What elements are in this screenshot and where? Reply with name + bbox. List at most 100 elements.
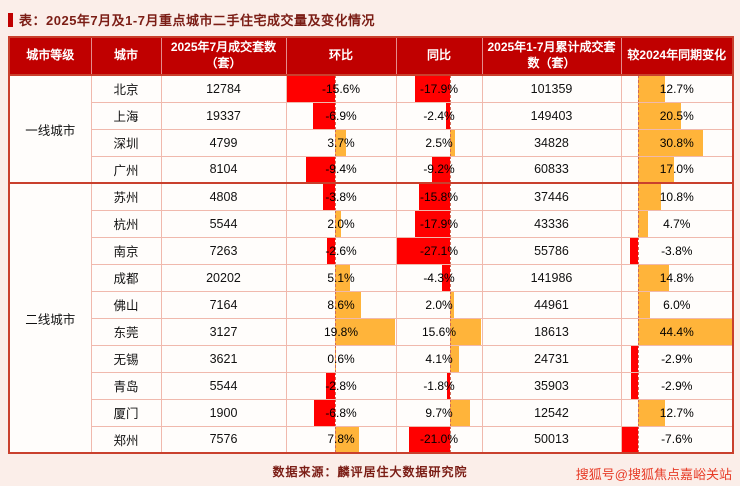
negative-bar [396,237,451,264]
cumulative-volume-cell: 44961 [481,290,622,319]
mom-value: 3.7% [327,135,355,150]
mom-value: -15.6% [321,81,361,96]
bar-axis [637,156,639,182]
july-volume-cell: 12784 [160,74,287,103]
mom-value: 2.0% [327,216,355,231]
positive-bar [334,318,396,345]
header-row: 城市等级 城市 2025年7月成交套数（套） 环比 同比 2025年1-7月累计… [9,37,733,75]
housing-transactions-table: 城市等级 城市 2025年7月成交套数（套） 环比 同比 2025年1-7月累计… [8,36,734,454]
cumulative-volume-cell: 12542 [481,398,622,427]
bar-axis [334,345,336,372]
yoy-value: -27.1% [419,243,459,258]
table-row: 厦门 1900 -6.8% 9.7% 12542 12.7% [9,398,734,427]
header-city-tier: 城市等级 [9,37,91,75]
yoy-value: -4.3% [423,270,455,285]
change-cell: -7.6% [620,425,734,454]
table-row: 佛山 7164 8.6% 2.0% 44961 6.0% [9,290,734,319]
mom-cell: 8.6% [285,290,397,319]
positive-bar [637,102,682,129]
change-value: 4.7% [663,216,691,231]
change-bar-wrap: 12.7% [622,76,733,102]
positive-bar [334,291,361,318]
bar-axis [637,102,639,129]
yoy-value: 9.7% [425,405,453,420]
bar-axis [334,264,336,291]
mom-cell: -9.4% [285,155,397,184]
july-volume-cell: 3621 [160,344,287,373]
bar-axis [450,345,452,372]
yoy-cell: -1.8% [395,371,483,400]
yoy-bar-wrap: 2.5% [397,129,482,156]
yoy-value: 15.6% [421,324,457,339]
positive-bar [334,426,359,452]
bar-axis [334,318,336,345]
yoy-bar-wrap: 15.6% [397,318,482,345]
bar-axis [637,237,639,264]
mom-bar-wrap: -2.6% [287,237,396,264]
positive-bar [637,210,648,237]
yoy-value: -17.9% [419,216,459,231]
july-volume-cell: 3127 [160,317,287,346]
table-row: 青岛 5544 -2.8% -1.8% 35903 -2.9% [9,371,734,400]
cumulative-volume-cell: 37446 [481,182,622,211]
mom-cell: -6.8% [285,398,397,427]
bar-axis [637,210,639,237]
bar-axis [637,345,639,372]
negative-bar [326,237,335,264]
header-yoy: 同比 [395,37,482,75]
city-cell: 无锡 [90,344,162,373]
negative-bar [286,76,335,102]
city-cell: 北京 [90,74,162,103]
cumulative-volume-cell: 35903 [481,371,622,400]
change-cell: 10.8% [620,182,734,211]
header-mom: 环比 [285,37,396,75]
yoy-value: -2.4% [423,108,455,123]
bar-axis [450,76,452,102]
july-volume-cell: 19337 [160,101,287,130]
negative-bar [441,264,451,291]
change-value: -2.9% [661,378,693,393]
table-row: 深圳 4799 3.7% 2.5% 34828 30.8% [9,128,734,157]
bar-axis [450,318,452,345]
negative-bar [408,426,451,452]
mom-value: -2.6% [325,243,357,258]
positive-bar [637,291,651,318]
bar-axis [334,237,336,264]
table-body: 一线城市 北京 12784 -15.6% -17.9% 101359 12.7% 上海 1933… [8,74,734,454]
change-value: -2.9% [661,351,693,366]
change-bar-wrap: -2.9% [622,372,733,399]
title-text: 表：2025年7月及1-7月重点城市二手住宅成交量及变化情况 [19,13,375,28]
negative-bar [414,76,451,102]
mom-value: 8.6% [327,297,355,312]
negative-bar [446,372,451,399]
bar-axis [450,184,452,210]
change-bar-wrap: 10.8% [622,184,733,210]
mom-value: -6.9% [325,108,357,123]
change-value: 6.0% [663,297,691,312]
yoy-bar-wrap: 4.1% [397,345,482,372]
mom-bar-wrap: -9.4% [287,156,396,182]
bar-axis [334,426,336,452]
cumulative-volume-cell: 18613 [481,317,622,346]
bar-axis [637,426,639,452]
mom-value: 19.8% [323,324,359,339]
cumulative-volume-cell: 101359 [481,74,622,103]
negative-bar [313,399,335,426]
negative-bar [432,156,451,182]
negative-bar [414,210,451,237]
header-july-volume: 2025年7月成交套数（套） [160,37,286,75]
yoy-value: 4.1% [425,351,453,366]
mom-bar-wrap: 2.0% [287,210,396,237]
change-bar-wrap: 12.7% [622,399,733,426]
yoy-value: -9.2% [423,162,455,177]
yoy-cell: -2.4% [395,101,483,130]
yoy-value: 2.5% [425,135,453,150]
change-cell: 14.8% [620,263,734,292]
city-cell: 杭州 [90,209,162,238]
change-bar-wrap: -2.9% [622,345,733,372]
change-cell: 6.0% [620,290,734,319]
cumulative-volume-cell: 24731 [481,344,622,373]
change-cell: 30.8% [620,128,734,157]
change-cell: 44.4% [620,317,734,346]
yoy-bar-wrap: -1.8% [397,372,482,399]
